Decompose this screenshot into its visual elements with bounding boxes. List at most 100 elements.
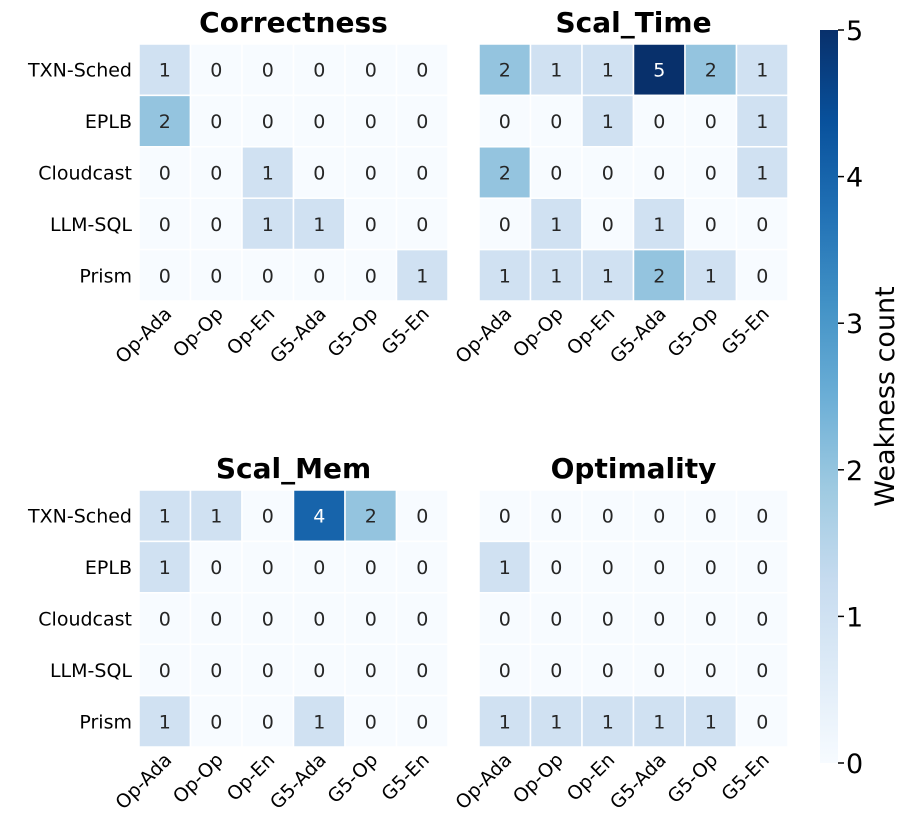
heatmap-cell (735, 489, 789, 543)
heatmap-cell (395, 489, 449, 543)
cell-value: 1 (550, 214, 562, 236)
heatmap-cell (581, 540, 635, 594)
row-tick-label: LLM-SQL (50, 214, 132, 236)
cell-value: 1 (159, 506, 171, 528)
cell-value: 0 (602, 660, 614, 682)
cell-value: 0 (210, 660, 222, 682)
cell-value: 0 (313, 265, 325, 287)
row-tick-label: Cloudcast (38, 163, 132, 185)
heatmap-cell (395, 94, 449, 148)
row-tick-label: EPLB (85, 557, 132, 579)
heatmap-cell (735, 43, 789, 97)
cell-value: 1 (159, 557, 171, 579)
cell-value: 0 (705, 111, 717, 133)
heatmap-cell (735, 146, 789, 199)
cell-value: 0 (365, 557, 377, 579)
colorbar-tick-label: 3 (846, 309, 863, 340)
cell-value: 0 (653, 609, 665, 631)
heatmap-cell (478, 146, 532, 199)
column-tick-label: G5-En (717, 303, 773, 359)
heatmap-cell (138, 197, 192, 251)
colorbar-gradient (820, 30, 838, 763)
cell-value: 0 (602, 557, 614, 579)
panel-title: Scal_Mem (216, 452, 371, 485)
row-tick-label: Prism (79, 265, 132, 287)
heatmap-cell (529, 489, 583, 543)
cell-value: 0 (756, 557, 768, 579)
heatmap-cell (189, 592, 243, 645)
cell-value: 1 (499, 265, 511, 287)
cell-value: 0 (416, 111, 428, 133)
colorbar-tick-label: 1 (846, 602, 863, 633)
heatmap-cell (189, 197, 243, 251)
heatmap-cell (241, 248, 295, 302)
heatmap-cell (344, 248, 398, 302)
cell-value: 0 (159, 214, 171, 236)
cell-value: 0 (416, 711, 428, 733)
row-tick-label: TXN-Sched (27, 60, 132, 82)
cell-value: 0 (705, 660, 717, 682)
cell-value: 0 (602, 163, 614, 185)
heatmap-cell (581, 248, 635, 302)
colorbar-tick-label: 4 (846, 163, 863, 194)
cell-value: 1 (210, 506, 222, 528)
column-tick-label: G5-Op (323, 303, 382, 362)
heatmap-cell (581, 146, 635, 199)
heatmap-cell (344, 146, 398, 199)
cell-value: 1 (756, 163, 768, 185)
column-tick-label: G5-Op (663, 749, 722, 808)
colorbar: 0 1 2 3 4 5 Weakness count (820, 16, 901, 780)
heatmap-cell (529, 694, 583, 748)
row-tick-label: TXN-Sched (27, 506, 132, 528)
cell-value: 0 (653, 660, 665, 682)
cell-value: 1 (313, 214, 325, 236)
row-tick-label: LLM-SQL (50, 660, 132, 682)
colorbar-label: Weakness count (870, 286, 901, 507)
heatmap-cell (684, 489, 738, 543)
cell-value: 0 (705, 557, 717, 579)
cell-value: 0 (416, 214, 428, 236)
cell-value: 0 (313, 557, 325, 579)
cell-value: 1 (262, 163, 274, 185)
cell-value: 0 (365, 60, 377, 82)
cell-value: 0 (210, 111, 222, 133)
cell-value: 0 (365, 111, 377, 133)
column-tick-label: G5-Ada (266, 303, 331, 368)
cell-value: 2 (705, 60, 717, 82)
cell-value: 0 (159, 265, 171, 287)
cell-value: 0 (313, 660, 325, 682)
cell-value: 0 (705, 609, 717, 631)
cell-value: 0 (499, 506, 511, 528)
cell-value: 0 (756, 609, 768, 631)
cell-value: 0 (705, 163, 717, 185)
heatmap-cell (735, 248, 789, 302)
cell-value: 0 (313, 60, 325, 82)
heatmap-cell (138, 248, 192, 302)
cell-value: 0 (313, 111, 325, 133)
heatmap-cell (395, 248, 449, 302)
column-tick-label: Op-Ada (451, 749, 516, 814)
cell-value: 0 (756, 660, 768, 682)
heatmap-cell (292, 94, 346, 148)
cell-value: 0 (262, 557, 274, 579)
cell-value: 0 (262, 111, 274, 133)
heatmap-cell (684, 643, 738, 697)
heatmap-cell (529, 94, 583, 148)
cell-value: 0 (653, 557, 665, 579)
heatmap-cell (395, 197, 449, 251)
heatmap-cell (138, 43, 192, 97)
heatmap-cell (735, 94, 789, 148)
heatmap-cell (529, 248, 583, 302)
heatmap-cell (581, 197, 635, 251)
cell-value: 0 (602, 506, 614, 528)
cell-value: 1 (262, 214, 274, 236)
cell-value: 0 (262, 609, 274, 631)
heatmap-cell (632, 643, 686, 697)
cell-value: 0 (416, 506, 428, 528)
heatmap-cell (684, 94, 738, 148)
cell-value: 1 (550, 60, 562, 82)
cell-value: 1 (499, 711, 511, 733)
colorbar-tick-label: 0 (846, 749, 863, 780)
cell-value: 0 (653, 111, 665, 133)
